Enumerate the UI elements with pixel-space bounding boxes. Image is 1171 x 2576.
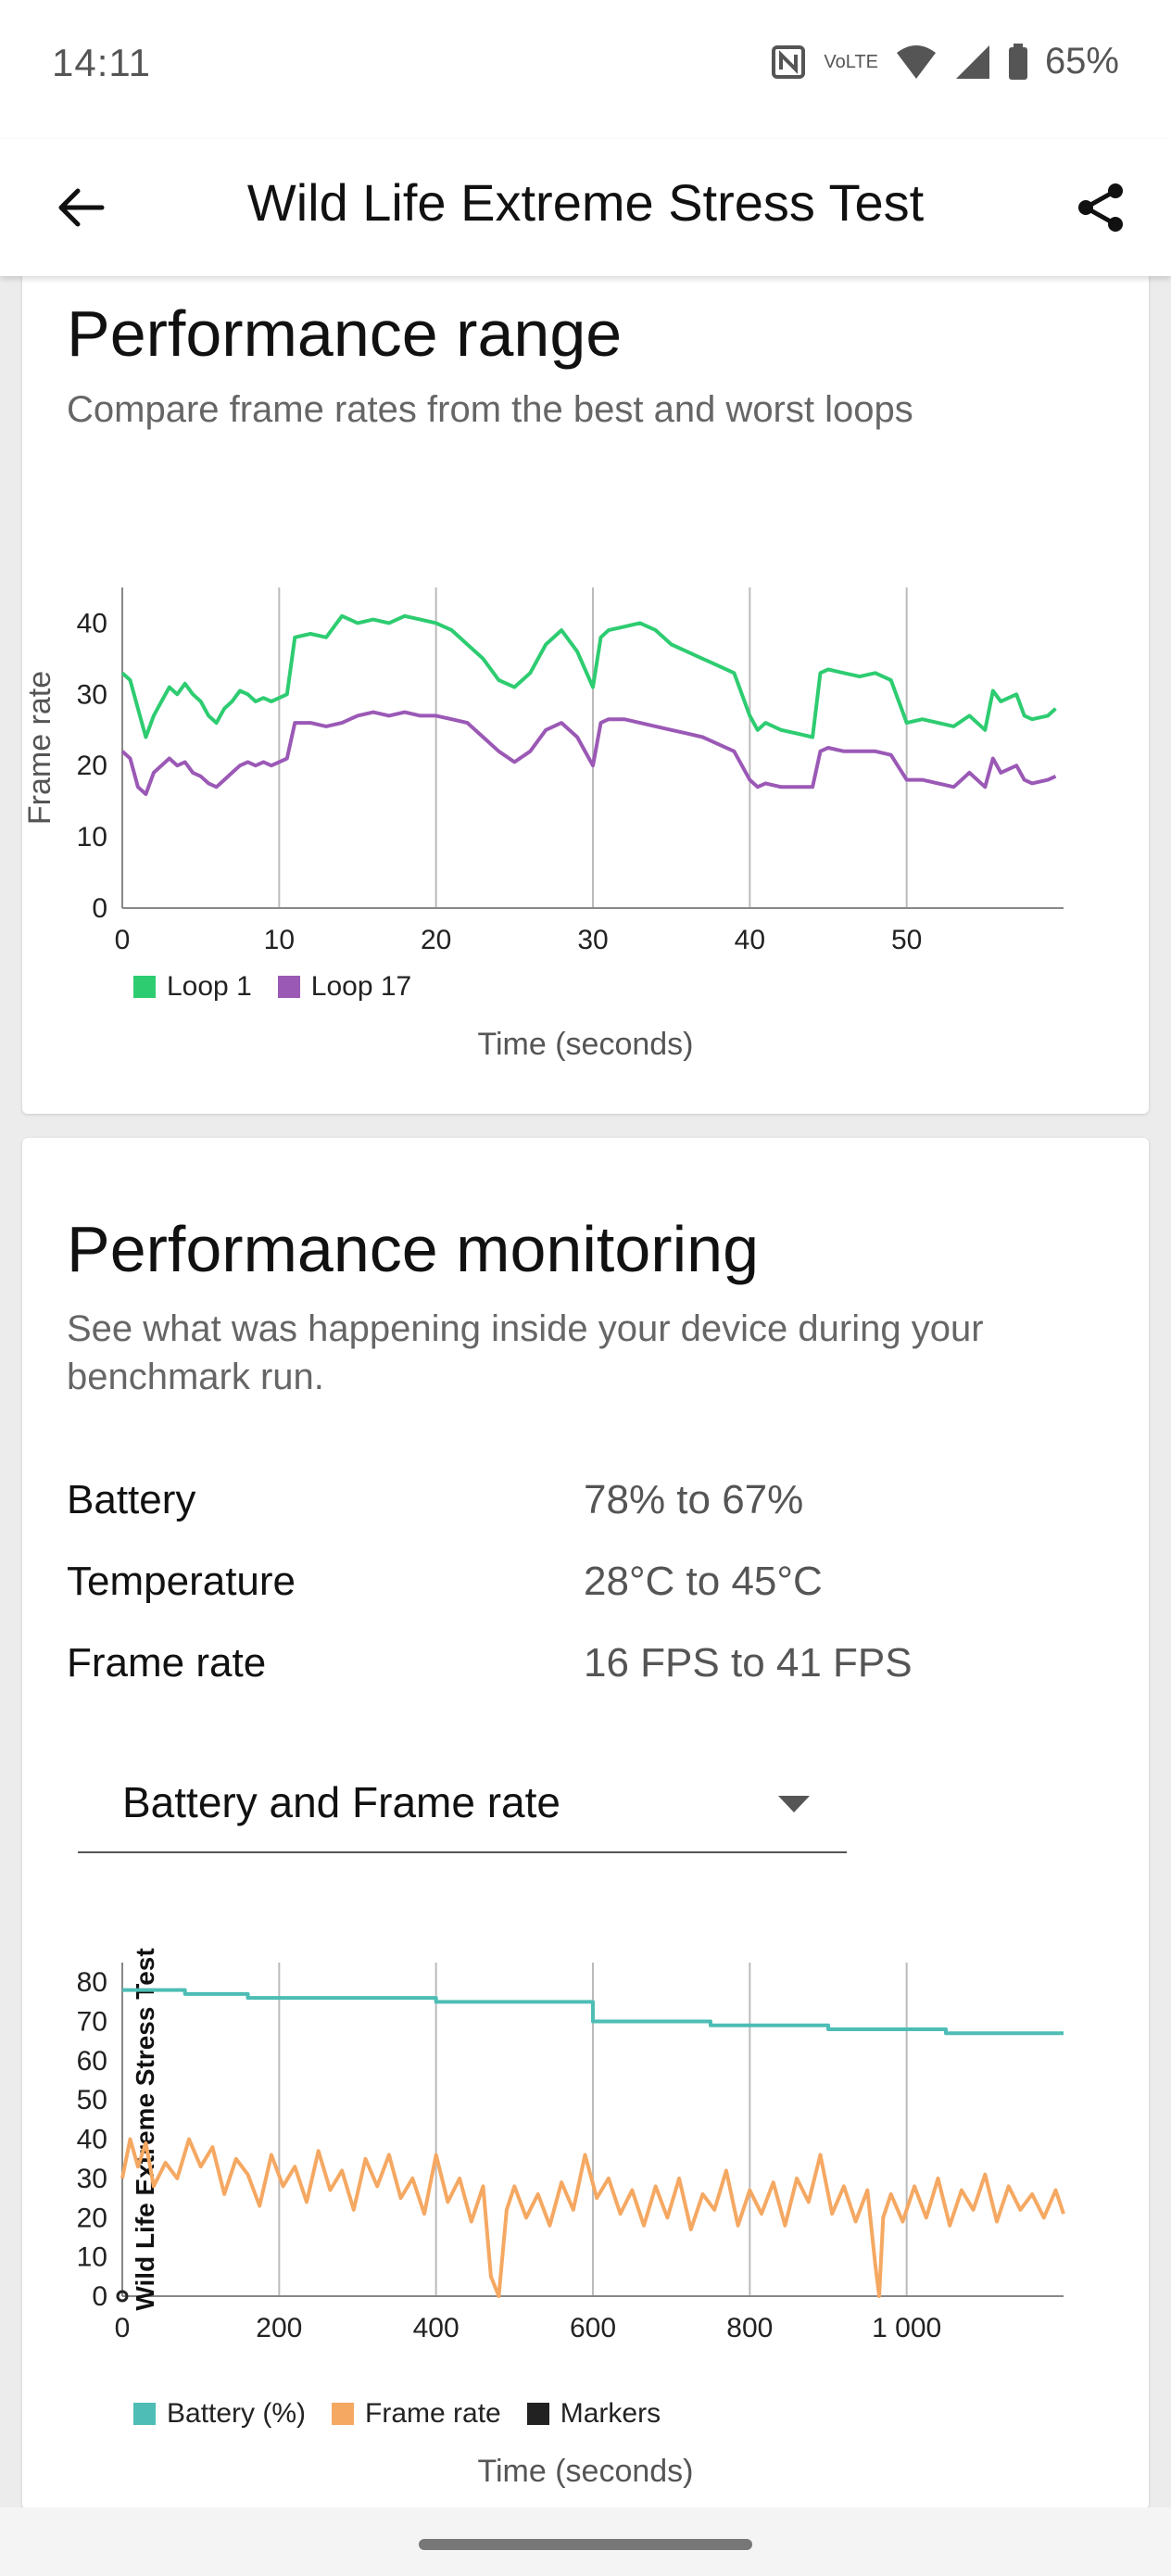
- battery-framerate-legend: Battery (%) Frame rate Markers: [133, 2398, 674, 2430]
- legend-swatch: [277, 976, 300, 998]
- x-tick-label: 200: [256, 2313, 302, 2343]
- battery-icon: [1008, 43, 1028, 81]
- x-tick-label: 800: [726, 2313, 773, 2343]
- stat-value-frame-rate: 16 FPS to 41 FPS: [584, 1640, 913, 1686]
- stat-label-battery: Battery: [67, 1477, 196, 1522]
- x-tick-label: 1 000: [872, 2313, 941, 2343]
- legend-swatch: [332, 2403, 355, 2425]
- series-line-loop-1: [120, 613, 1057, 739]
- app-bar: Wild Life Extreme Stress Test: [0, 139, 1171, 276]
- series-line-battery-: [122, 1988, 1064, 2036]
- back-button[interactable]: [44, 170, 119, 245]
- legend-swatch: [133, 976, 156, 998]
- y-tick-label: 70: [77, 2007, 107, 2038]
- y-tick-label: 40: [77, 2125, 107, 2155]
- status-icons: VoLTE 65%: [770, 41, 1119, 82]
- dropdown-arrow-icon: [778, 1796, 810, 1812]
- y-tick-label: 20: [77, 751, 107, 781]
- x-tick-label: 30: [577, 925, 608, 955]
- battery-framerate-chart: 0 200 400 600 800 1 000 0 10 20 30 40 50 60 70 80 Wild …: [77, 1948, 1065, 2343]
- legend-label: Loop 17: [310, 971, 412, 1002]
- share-icon: [1078, 183, 1123, 232]
- y-tick-label: 0: [92, 2281, 107, 2312]
- wifi-icon: [895, 44, 938, 81]
- series-line-frame-rate: [120, 2137, 1065, 2298]
- performance-monitoring-card: Performance monitoring See what was happ…: [22, 1138, 1149, 2509]
- legend-label: Frame rate: [365, 2398, 501, 2429]
- arrow-left-icon: [58, 188, 105, 227]
- y-tick-label: 30: [77, 2164, 107, 2194]
- y-axis-title: Frame rate: [22, 671, 57, 825]
- battery-percent: 65%: [1044, 41, 1119, 82]
- performance-range-title: Performance range: [67, 297, 623, 370]
- y-axis-title: Wild Life Extreme Stress Test: [131, 1948, 159, 2310]
- y-tick-label: 0: [92, 893, 107, 924]
- y-tick-label: 60: [77, 2046, 107, 2077]
- y-tick-label: 50: [77, 2085, 107, 2115]
- legend-item-markers: Markers: [526, 2398, 661, 2430]
- stat-label-temperature: Temperature: [67, 1559, 296, 1604]
- x-axis-title: Time (seconds): [477, 2454, 694, 2489]
- performance-monitoring-subtitle: See what was happening inside your devic…: [67, 1308, 984, 1397]
- signal-icon: [954, 44, 991, 81]
- y-tick-label: 10: [77, 2242, 107, 2273]
- status-time: 14:11: [52, 41, 151, 84]
- stat-label-frame-rate: Frame rate: [67, 1640, 267, 1686]
- legend-item-battery: Battery (%): [133, 2398, 306, 2430]
- navigation-bar: [0, 2507, 1171, 2576]
- legend-label: Markers: [560, 2398, 661, 2429]
- x-axis-title: Time (seconds): [477, 1027, 694, 1062]
- nfc-icon: [770, 44, 807, 81]
- series-line-loop-17: [120, 710, 1057, 796]
- share-button[interactable]: [1064, 170, 1138, 245]
- stat-value-battery: 78% to 67%: [584, 1477, 804, 1522]
- dropdown-selected-value: Battery and Frame rate: [122, 1778, 560, 1826]
- x-tick-label: 50: [891, 925, 922, 955]
- legend-swatch: [526, 2403, 549, 2425]
- legend-swatch: [133, 2403, 156, 2425]
- volte-icon: VoLTE: [824, 51, 878, 72]
- legend-item-loop-17: Loop 17: [277, 971, 412, 1003]
- x-tick-label: 600: [570, 2313, 616, 2343]
- y-tick-label: 30: [77, 679, 107, 710]
- y-tick-label: 10: [77, 822, 107, 852]
- y-tick-label: 20: [77, 2203, 107, 2233]
- x-tick-label: 0: [115, 925, 131, 955]
- x-tick-label: 400: [413, 2313, 460, 2343]
- x-tick-label: 0: [115, 2313, 131, 2343]
- chart-type-dropdown[interactable]: Battery and Frame rate: [78, 1759, 847, 1853]
- status-bar: 14:11 VoLTE 65%: [0, 0, 1171, 139]
- x-tick-label: 10: [264, 925, 295, 955]
- legend-label: Battery (%): [167, 2398, 307, 2429]
- stat-value-temperature: 28°C to 45°C: [584, 1559, 823, 1604]
- legend-label: Loop 1: [167, 971, 252, 1002]
- x-tick-label: 40: [735, 925, 765, 955]
- y-tick-label: 80: [77, 1967, 107, 1998]
- home-gesture-handle[interactable]: [419, 2539, 752, 2550]
- legend-item-loop-1: Loop 1: [133, 971, 252, 1003]
- y-tick-label: 40: [77, 608, 107, 638]
- origin-marker: [116, 2290, 129, 2303]
- page-title: Wild Life Extreme Stress Test: [246, 173, 925, 232]
- performance-range-chart: 0 10 20 30 40 50 0 10 20 30 40 Frame rate: [22, 587, 1064, 955]
- performance-range-legend: Loop 1 Loop 17: [133, 971, 424, 1003]
- performance-monitoring-title: Performance monitoring: [67, 1213, 759, 1285]
- performance-range-card: Performance range Compare frame rates fr…: [22, 269, 1149, 1114]
- performance-range-subtitle: Compare frame rates from the best and wo…: [67, 389, 913, 430]
- x-tick-label: 20: [421, 925, 451, 955]
- legend-item-frame-rate: Frame rate: [332, 2398, 501, 2430]
